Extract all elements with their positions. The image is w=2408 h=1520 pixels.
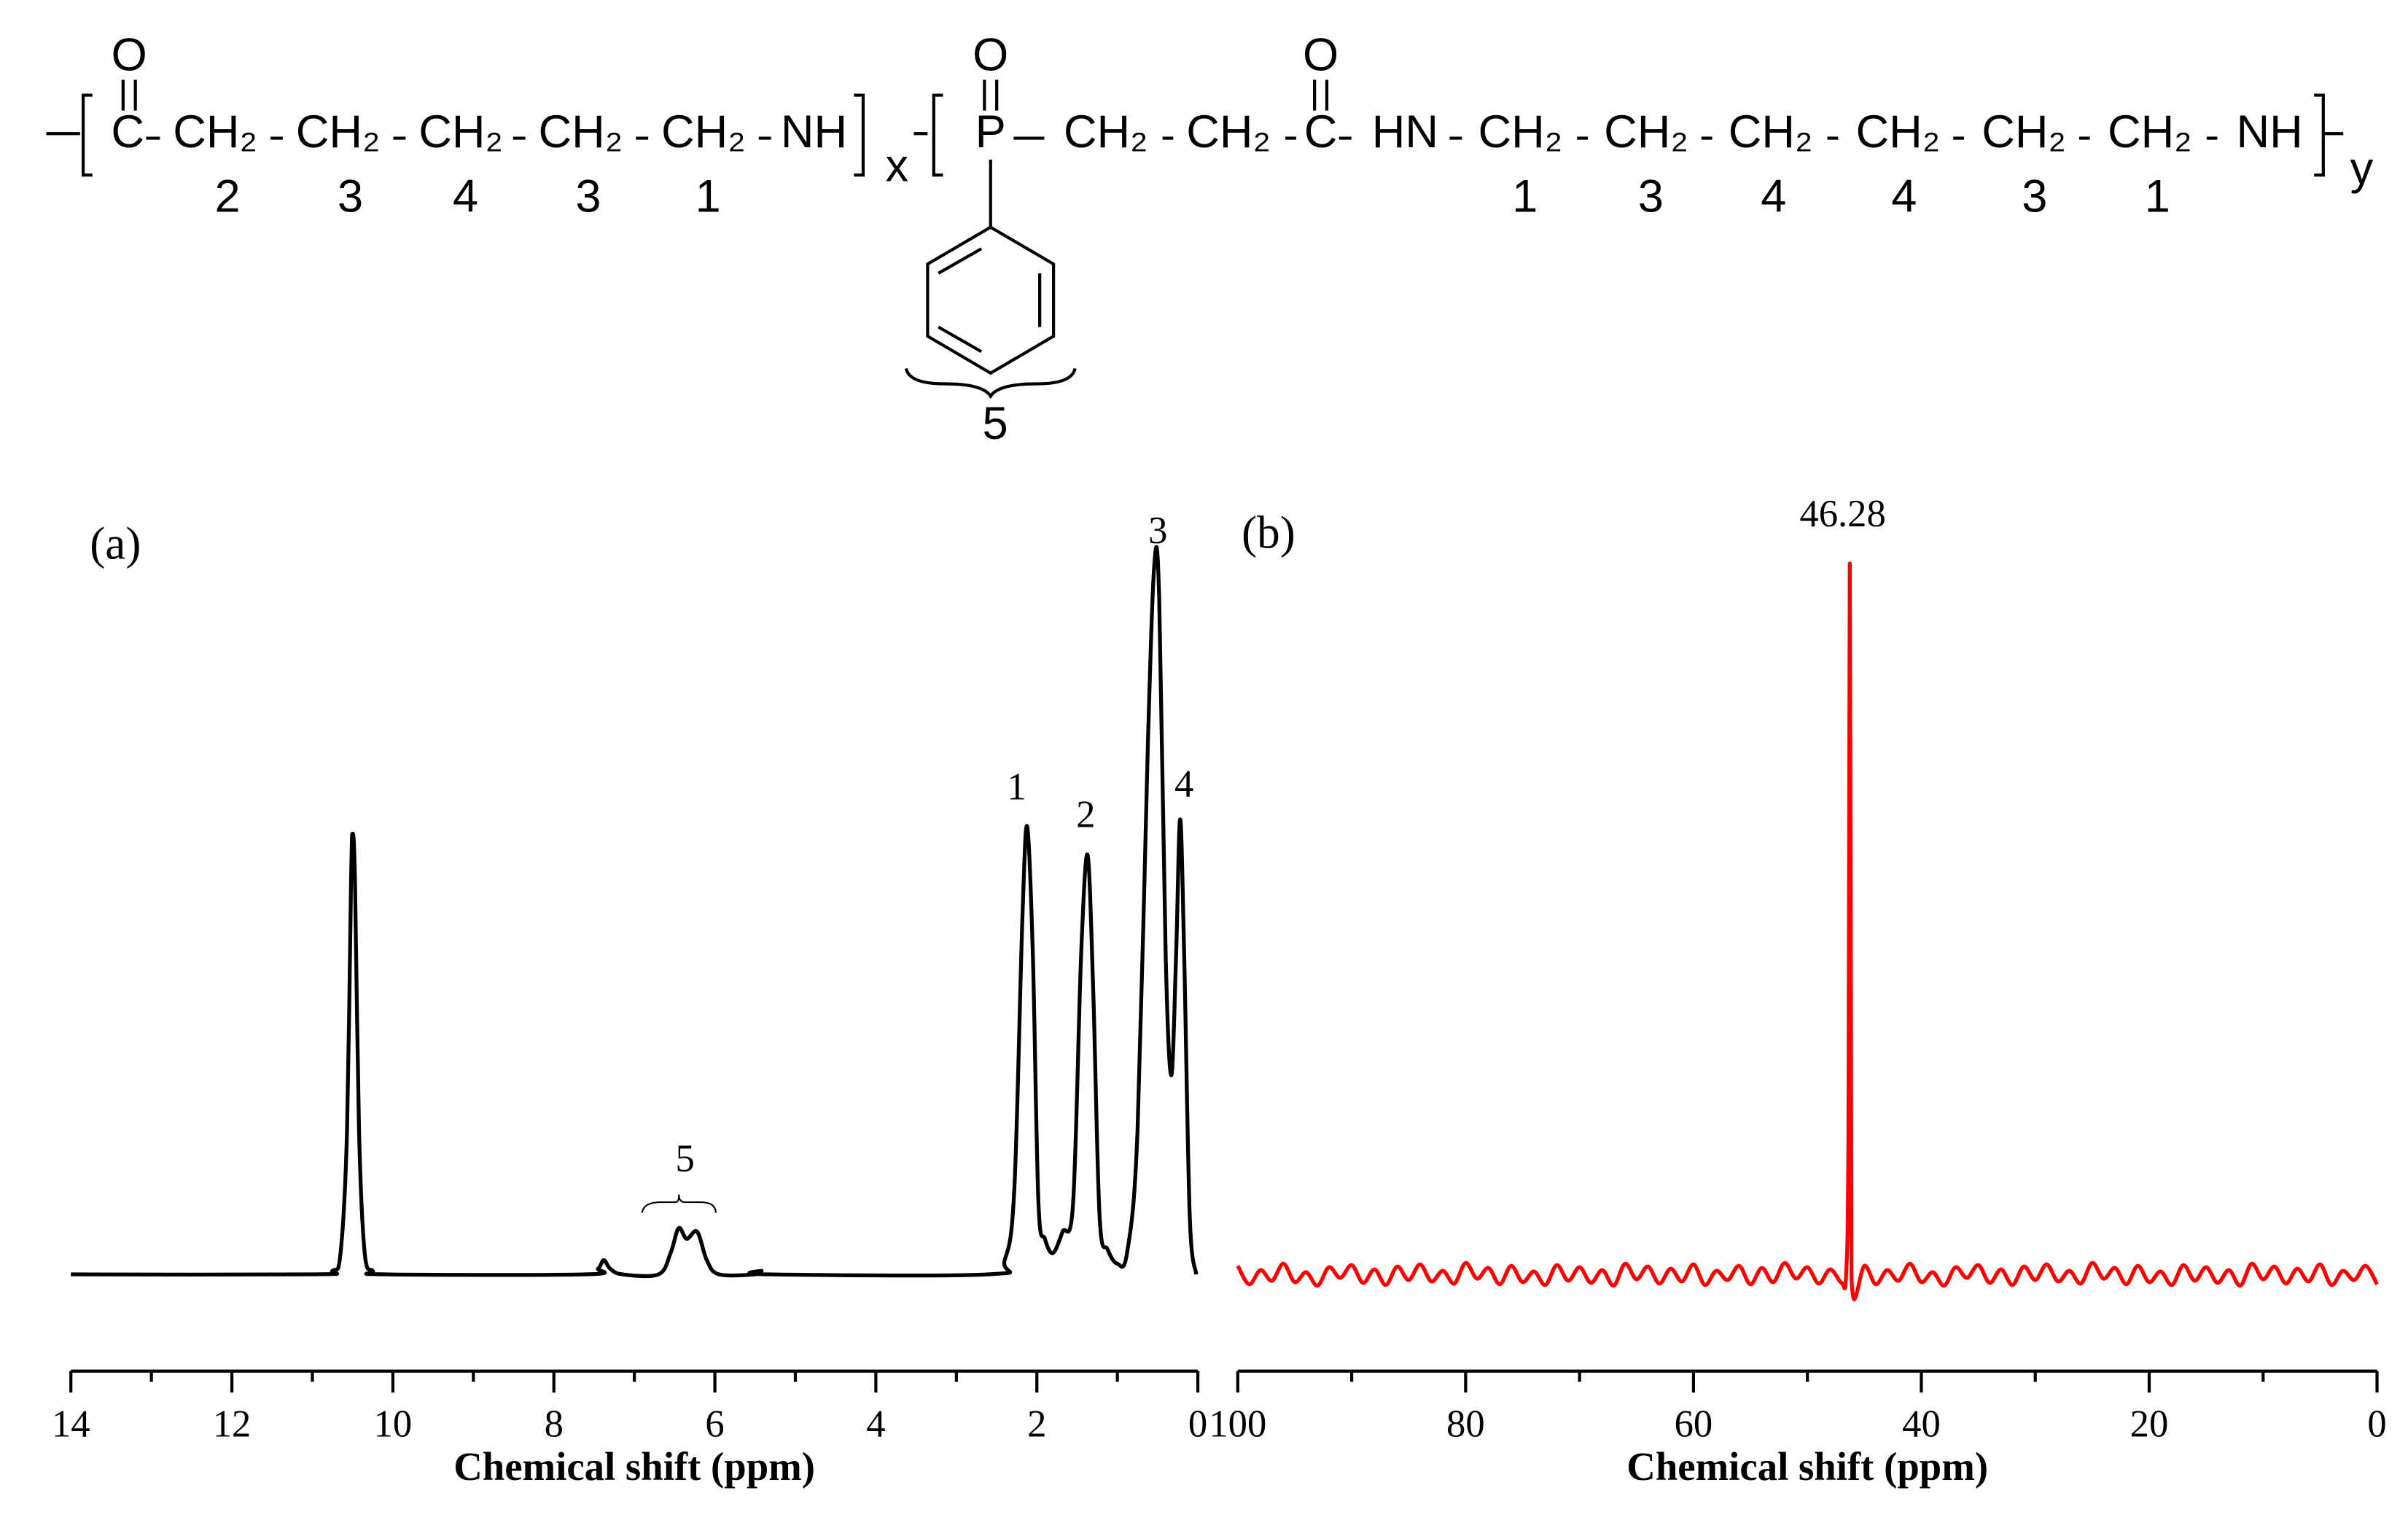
x-axis-label: Chemical shift (ppm) [453, 1444, 815, 1489]
benzene-double-bonds [938, 247, 1042, 354]
x-tick-label: 4 [866, 1403, 885, 1446]
group-label: CH₂ [296, 106, 381, 157]
double-bond [983, 79, 999, 111]
x-tick-label: 2 [1027, 1403, 1046, 1446]
position-number: 3 [338, 171, 363, 222]
group-label: C [1304, 106, 1338, 157]
group-label: CH₂ [2108, 106, 2192, 157]
x-tick-label: 60 [1675, 1403, 1713, 1446]
x-tick-label: 40 [1902, 1403, 1941, 1446]
spectrum-line [1236, 561, 2379, 1301]
group-label: CH₂ [1186, 106, 1271, 157]
x-tick-label: 6 [705, 1403, 724, 1446]
position-number: 2 [214, 171, 240, 222]
peak-label: 5 [675, 1137, 694, 1180]
atom-label: O [1303, 30, 1339, 81]
bracket-left [913, 93, 943, 177]
x-tick-label: 20 [2130, 1403, 2169, 1446]
group-label: CH₂ [539, 106, 623, 157]
x-tick-label: 100 [1209, 1403, 1266, 1446]
group-label: CH₂ [1604, 106, 1688, 157]
x-tick-label: 10 [374, 1403, 413, 1446]
position-number: 3 [575, 171, 601, 222]
group-label: NH [2236, 106, 2302, 157]
position-number: 4 [1891, 171, 1917, 222]
x-tick-label: 12 [213, 1403, 252, 1446]
bracket-left [46, 93, 93, 177]
structure-bonds [46, 79, 2344, 400]
x-tick-label: 8 [545, 1403, 564, 1446]
panel-label: (a) [90, 518, 141, 569]
position-number: 1 [695, 171, 721, 222]
phenyl-label: 5 [983, 398, 1008, 449]
atom-label: O [112, 30, 147, 81]
panel-label: (b) [1242, 507, 1295, 558]
position-number: 1 [1512, 171, 1538, 222]
bracket-right [854, 93, 865, 177]
benzene-ring [926, 225, 1056, 375]
group-label: CH₂ [1478, 106, 1562, 157]
spectrum-line [71, 545, 1199, 1279]
peak-label: 3 [1148, 510, 1167, 552]
double-bond [121, 79, 137, 111]
x-tick-label: 0 [1188, 1403, 1207, 1446]
position-number: 3 [2022, 171, 2047, 222]
group-label: CH₂ [1064, 106, 1148, 157]
group-label: NH [781, 106, 847, 157]
group-label: CH₂ [418, 106, 503, 157]
double-bond [1313, 79, 1329, 111]
repeat-label: x [885, 140, 908, 191]
x-axis-label: Chemical shift (ppm) [1626, 1444, 1988, 1489]
x-tick-label: 14 [52, 1403, 90, 1446]
position-number: 3 [1638, 171, 1664, 222]
position-number: 4 [1761, 171, 1786, 222]
bracket-right [2314, 93, 2344, 177]
group-label: CH₂ [173, 106, 257, 157]
group-label: CH₂ [1729, 106, 1813, 157]
repeat-label: y [2350, 144, 2374, 195]
position-number: 4 [453, 171, 478, 222]
peak-label: 46.28 [1799, 493, 1885, 535]
group-label: HN [1372, 106, 1438, 157]
position-number: 1 [2145, 171, 2170, 222]
peak-label: 2 [1076, 794, 1095, 836]
group-label: CH₂ [661, 106, 746, 157]
group-label: P [975, 106, 1006, 157]
x-tick-label: 0 [2367, 1403, 2386, 1446]
atom-label: O [973, 30, 1008, 81]
annotation-brace [641, 1194, 717, 1214]
peak-label: 4 [1174, 763, 1193, 805]
group-label: C [111, 106, 144, 157]
peak-label: 1 [1007, 766, 1026, 808]
structure: OC CH₂ CH₂ CH₂ CH₂ CH₂ NH2 3 4 3 1xO OP CH₂ CH₂ C HN CH₂… [111, 30, 2373, 449]
group-label: CH₂ [1856, 106, 1941, 157]
x-tick-label: 80 [1446, 1403, 1485, 1446]
group-label: CH₂ [1982, 106, 2066, 157]
brace [904, 367, 1077, 400]
